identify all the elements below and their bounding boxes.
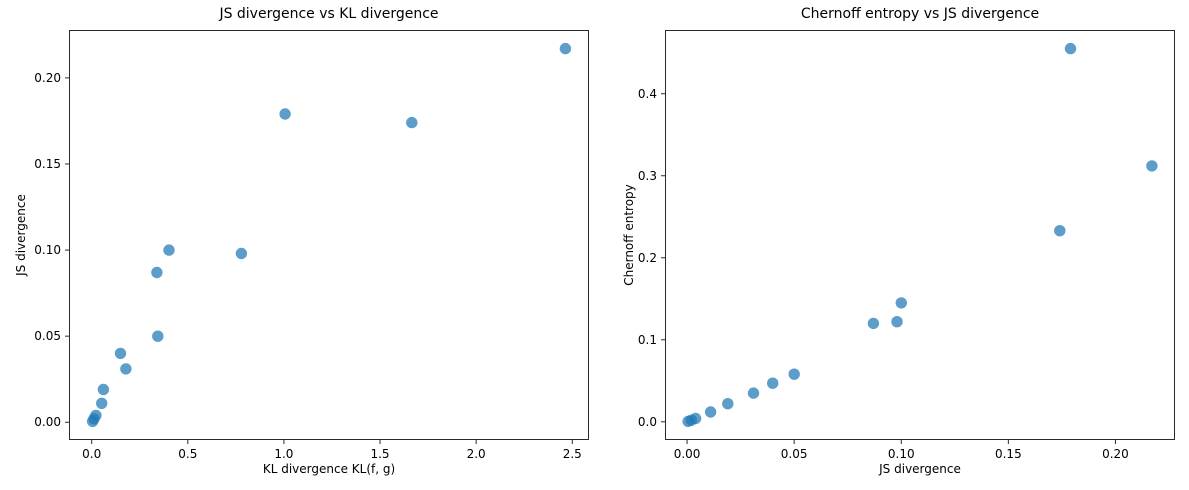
x-axis-label: KL divergence KL(f, g) [262,462,396,476]
data-point [689,412,702,425]
plot-area [69,30,589,440]
data-point [235,247,248,260]
data-point [96,397,108,409]
data-point [747,387,760,399]
data-point [895,297,907,309]
scatter-points-layer [661,42,1158,444]
plot-area [665,30,1175,440]
y-tick-label: 0.10 [34,243,61,258]
x-tick-label: 1.0 [274,447,294,461]
data-point [152,330,164,342]
y-tick-label: 0.20 [34,70,61,85]
y-tick-label: 0.05 [34,329,61,344]
js-vs-kl-scatter-chart: JS divergence vs KL divergence KL diverg… [14,6,589,476]
data-point [559,42,572,55]
x-tick-label: 0.05 [780,447,808,461]
y-tick-label: 0.4 [637,86,657,101]
x-tick-label: 2.0 [466,447,486,461]
data-point [867,317,880,330]
data-point [722,398,734,410]
x-tick-label: 2.5 [562,447,582,461]
data-point [97,383,110,396]
data-point [114,347,127,360]
data-point [406,116,418,129]
x-tick-label: 0.0 [82,447,102,461]
data-point [1064,42,1077,55]
y-tick-label: 0.0 [637,414,657,429]
y-tick-label: 0.2 [637,250,657,265]
data-point [704,406,717,418]
chart-title: JS divergence vs KL divergence [219,6,439,22]
x-tick-label: 1.5 [370,447,390,461]
chernoff-vs-js-scatter-chart: Chernoff entropy vs JS divergence JS div… [594,0,1189,490]
data-point [90,409,102,422]
data-point [788,368,800,380]
y-tick-label: 0.00 [34,415,61,430]
x-tick-label: 0.00 [673,447,701,461]
x-tick-label: 0.5 [178,447,198,461]
y-axis-label: Chernoff entropy [622,184,636,286]
data-point [151,266,163,279]
data-point [1146,160,1158,172]
x-tick-label: 0.20 [1102,447,1129,461]
x-tick-label: 0.10 [887,447,915,461]
data-point [120,363,132,375]
y-tick-label: 0.15 [34,156,61,171]
data-point [891,316,903,328]
x-axis-label: JS divergence [879,462,961,476]
scatter-points-layer [65,42,573,444]
data-point [767,377,779,389]
y-tick-label: 0.3 [637,168,657,183]
chart-title: Chernoff entropy vs JS divergence [800,6,1040,22]
data-point [279,108,291,120]
x-tick-label: 0.15 [994,447,1022,461]
y-tick-label: 0.1 [637,332,657,347]
data-point [1054,225,1066,237]
y-axis-label: JS divergence [14,194,28,276]
data-point [163,244,175,256]
